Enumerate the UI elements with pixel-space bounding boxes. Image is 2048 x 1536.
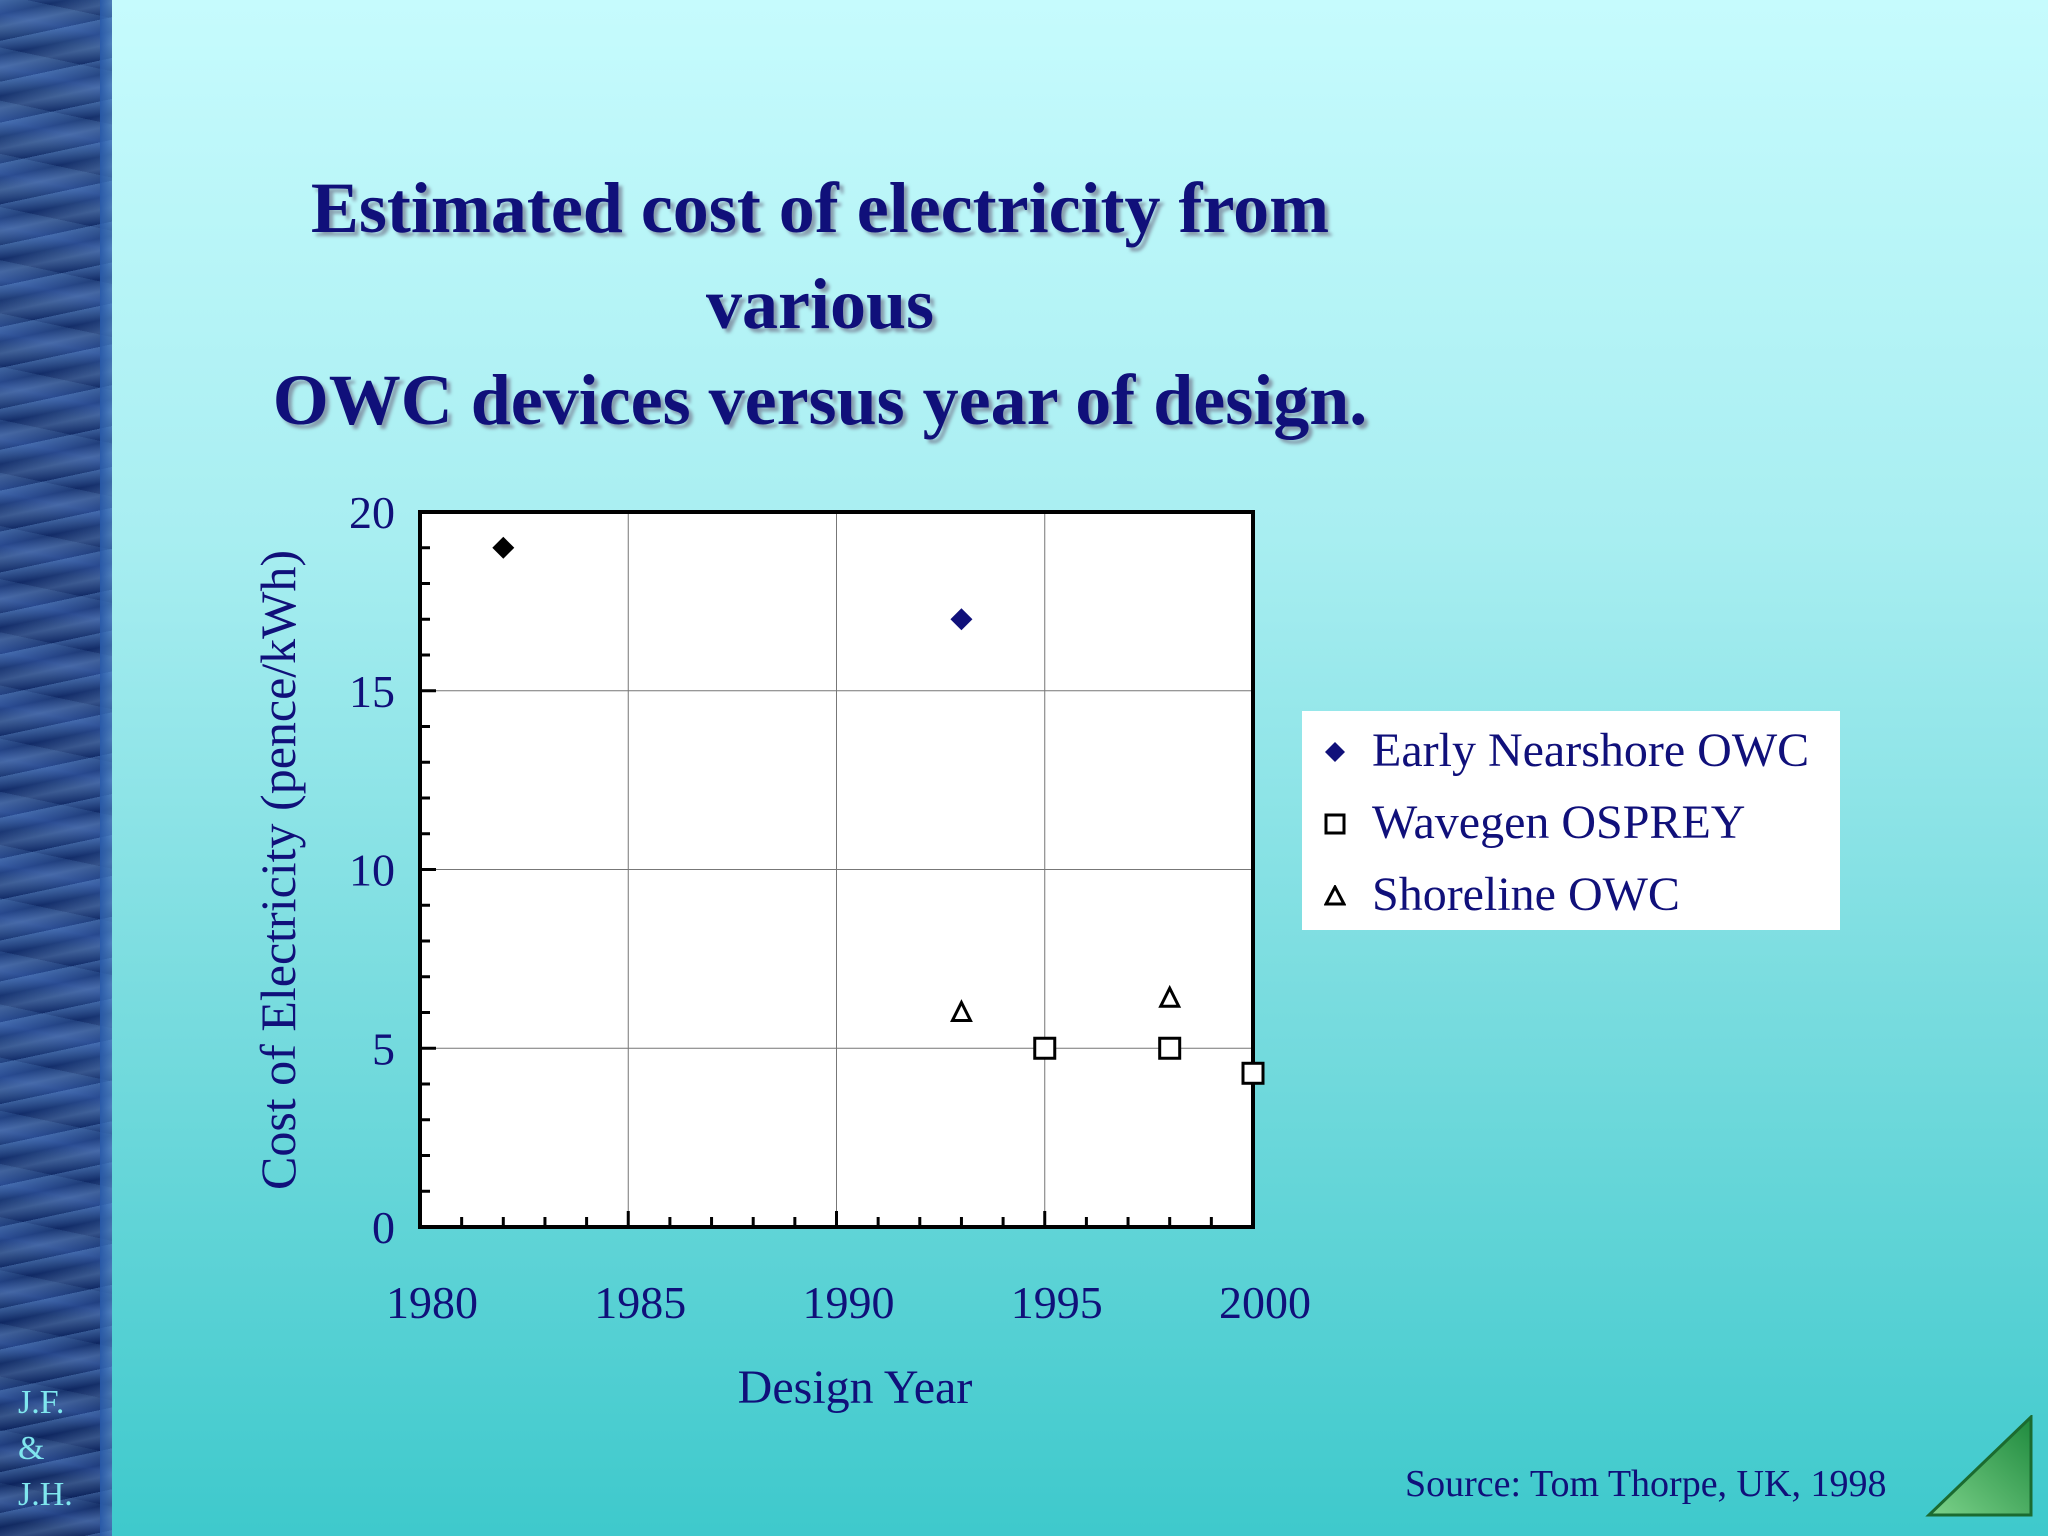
legend-item-shoreline-owc: Shoreline OWC [1302,865,1840,925]
data-point-wavegen-osprey [1158,1036,1182,1060]
legend-square-marker-icon [1324,813,1346,835]
slide-title: Estimated cost of electricity from vario… [200,160,1440,448]
y-tick-label: 5 [372,1023,395,1074]
data-point-early-nearshore-owc [950,608,973,631]
y-tick-label: 15 [349,666,395,717]
x-axis-label: Design Year [738,1361,973,1414]
initials-line-1: J.F. [18,1384,65,1421]
legend-item-early-nearshore-owc: Early Nearshore OWC [1302,721,1840,781]
slide-title-line-2: OWC devices versus year of design. [272,360,1368,440]
data-point-wavegen-osprey [1241,1061,1265,1085]
author-initials: J.F. & J.H. [18,1380,98,1518]
legend-label: Early Nearshore OWC [1372,724,1810,777]
initials-line-3: J.H. [18,1476,73,1513]
x-tick-label: 1980 [386,1277,478,1328]
y-axis-label: Cost of Electricity (pence/kWh) [250,550,306,1190]
data-point-shoreline-owc [1158,984,1182,1008]
plot-frame [418,510,1255,1229]
chart-legend: Early Nearshore OWC Wavegen OSPREY Shore… [1302,711,1840,930]
x-tick-label: 1985 [594,1277,686,1328]
legend-diamond-marker-icon [1325,742,1345,762]
y-tick-label: 20 [349,487,395,538]
legend-triangle-marker-icon [1324,885,1346,906]
x-tick-label: 2000 [1219,1277,1311,1328]
y-tick-label: 10 [349,845,395,896]
initials-line-2: & [18,1430,45,1467]
decorative-water-strip [0,0,112,1536]
x-tick-label: 1995 [1011,1277,1103,1328]
source-citation: Source: Tom Thorpe, UK, 1998 [1405,1463,1887,1505]
slide-title-line-1: Estimated cost of electricity from vario… [310,168,1330,344]
legend-label: Shoreline OWC [1372,868,1680,921]
data-point-shoreline-owc [950,999,973,1022]
data-point-wavegen-osprey [1033,1036,1057,1060]
next-slide-triangle-icon[interactable] [1925,1415,2035,1520]
legend-item-wavegen-osprey: Wavegen OSPREY [1302,793,1840,853]
legend-label: Wavegen OSPREY [1372,796,1746,849]
data-point-early-nearshore-owc [492,536,515,559]
x-tick-label: 1990 [803,1277,895,1328]
y-tick-label: 0 [372,1202,395,1253]
decorative-strip-edge [100,0,112,1536]
